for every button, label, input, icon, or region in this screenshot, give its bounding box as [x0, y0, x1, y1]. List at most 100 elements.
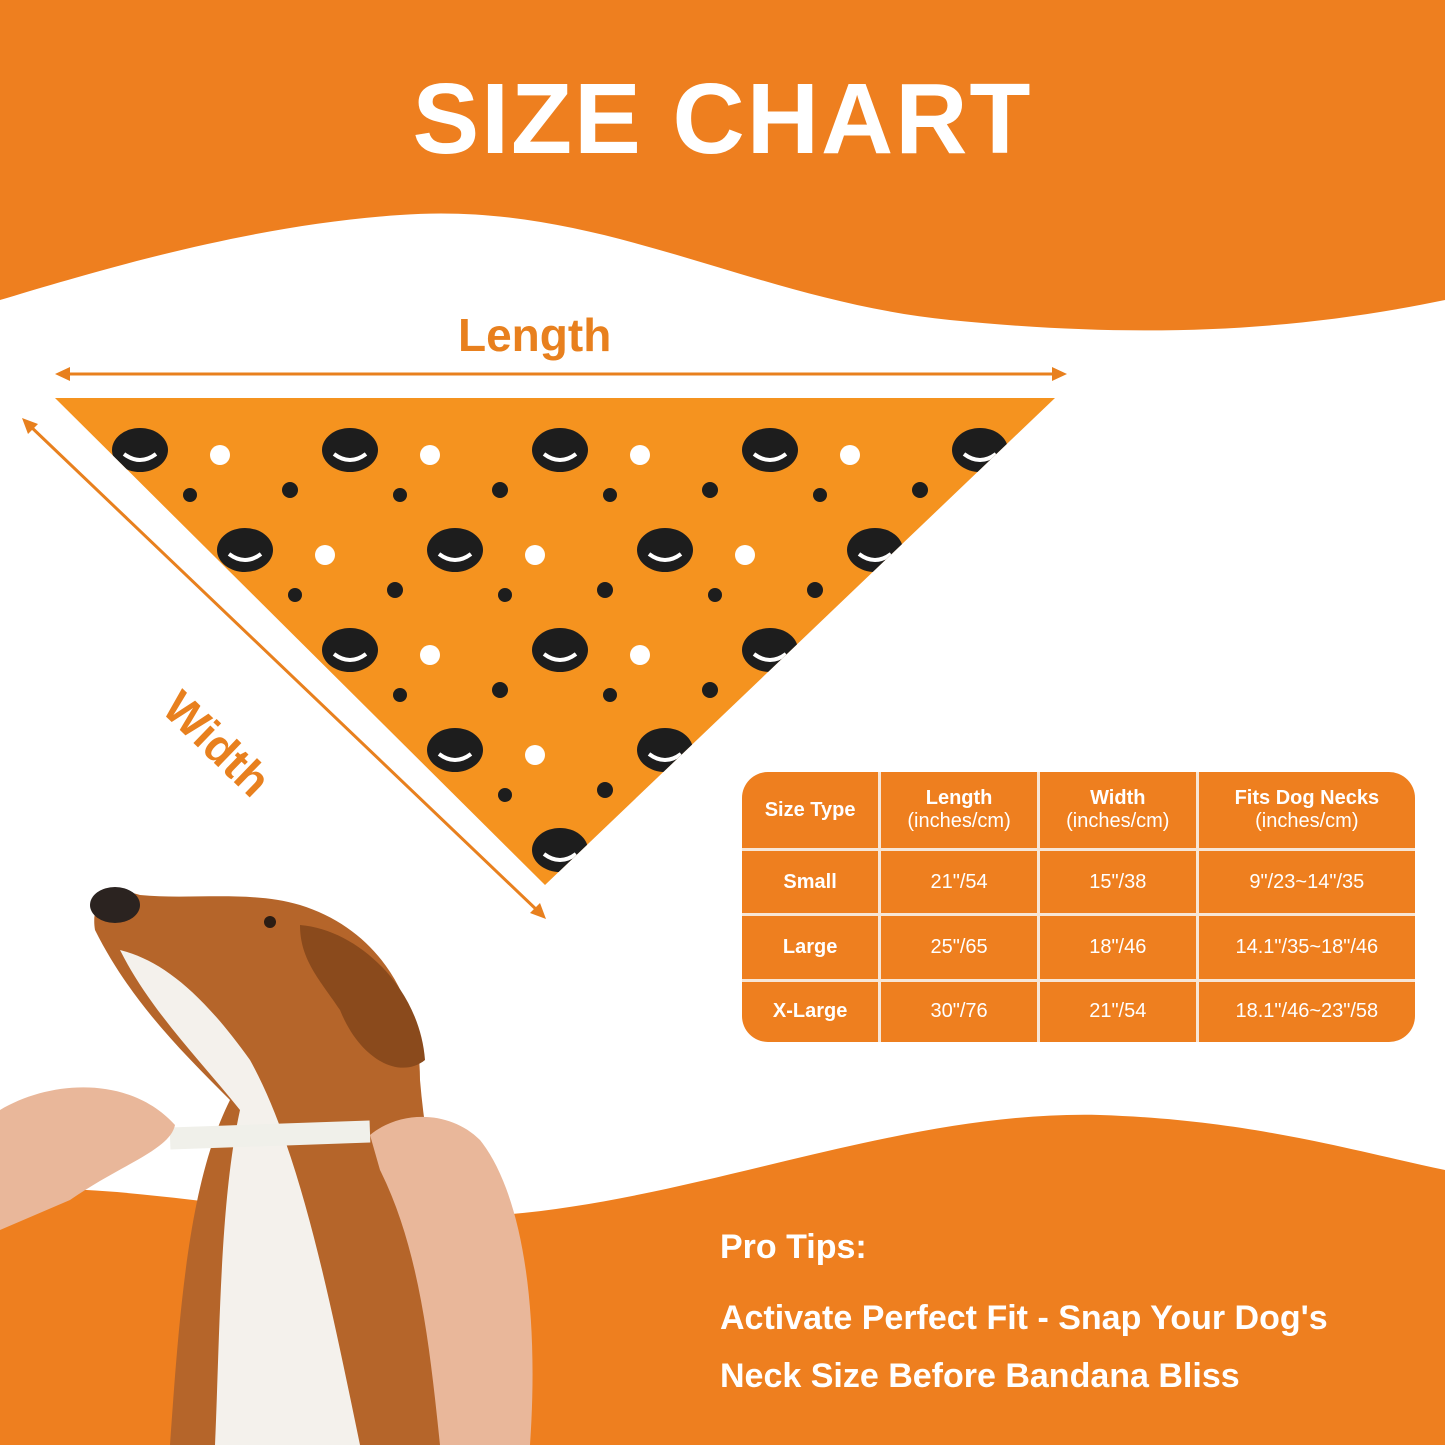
spider-icon — [1338, 588, 1352, 602]
pumpkin-icon — [847, 728, 903, 772]
tips-line: Activate Perfect Fit - Snap Your Dog's — [720, 1299, 1328, 1337]
ghost-icon — [315, 745, 335, 765]
header-title: Length — [925, 787, 993, 809]
spider-icon — [498, 588, 512, 602]
page-title: SIZE CHART — [412, 63, 1033, 175]
cat-icon — [1122, 482, 1138, 498]
cat-icon — [492, 682, 508, 698]
pumpkin-face-icon — [647, 552, 683, 562]
pumpkin-face-icon — [332, 452, 368, 462]
ghost-icon — [630, 845, 650, 865]
pumpkin-icon — [112, 628, 168, 672]
spider-icon — [288, 788, 302, 802]
ghost-icon — [1260, 645, 1280, 665]
pumpkin-icon — [217, 528, 273, 572]
spider-icon — [393, 488, 407, 502]
ghost-icon — [1365, 745, 1385, 765]
cat-icon — [702, 682, 718, 698]
pumpkin-icon — [532, 428, 588, 472]
ghost-icon — [1050, 445, 1055, 465]
cat-icon — [282, 882, 298, 885]
cell: Small — [742, 847, 882, 917]
header-unit: (inches/cm) — [1066, 810, 1170, 832]
pumpkin-icon — [1162, 428, 1218, 472]
cell: 30"/76 — [878, 978, 1040, 1042]
pumpkin-icon — [1057, 528, 1113, 572]
pumpkin-icon — [427, 528, 483, 572]
pumpkin-face-icon — [122, 452, 158, 462]
cell: X-Large — [742, 978, 882, 1042]
ghost-icon — [945, 745, 965, 765]
spider-icon — [1023, 488, 1037, 502]
ghost-icon — [210, 445, 230, 465]
table-row: Small 21"/54 15"/38 9"/23~14"/35 — [742, 847, 1415, 917]
spider-icon — [1128, 588, 1142, 602]
pumpkin-face-icon — [1069, 754, 1101, 760]
pumpkin-face-icon — [1174, 454, 1206, 460]
pumpkin-icon — [112, 828, 168, 872]
pumpkin-icon — [322, 828, 378, 872]
pumpkin-face-icon — [122, 852, 158, 862]
cat-icon — [1017, 582, 1033, 598]
pumpkin-face-icon — [332, 852, 368, 862]
pumpkin-icon — [1267, 528, 1323, 572]
pumpkin-face-icon — [227, 552, 263, 562]
pumpkin-icon — [322, 428, 378, 472]
cat-icon — [807, 582, 823, 598]
ghost-icon — [525, 545, 545, 565]
cat-icon — [1122, 682, 1138, 698]
header-title: Fits Dog Necks — [1234, 787, 1380, 809]
cat-icon — [492, 882, 508, 885]
spider-icon — [498, 788, 512, 802]
cat-icon — [177, 782, 193, 798]
cell: 25"/65 — [878, 913, 1040, 982]
header-title: Size Type — [764, 798, 856, 821]
cat-icon — [912, 682, 928, 698]
spider-icon — [183, 488, 197, 502]
ghost-icon — [840, 445, 860, 465]
pumpkin-icon — [322, 628, 378, 672]
ghost-icon — [630, 645, 650, 665]
ghost-icon — [1050, 645, 1055, 665]
header-unit: (inches/cm) — [1255, 810, 1359, 832]
length-label: Length — [458, 309, 612, 361]
ghost-icon — [420, 845, 440, 865]
pumpkin-face-icon — [542, 852, 578, 862]
cell: 21"/54 — [878, 847, 1040, 917]
cell: 18"/46 — [1036, 913, 1199, 982]
cat-icon — [702, 482, 718, 498]
header-unit: (inches/cm) — [907, 810, 1011, 832]
ghost-icon — [315, 545, 335, 565]
cat-icon — [912, 482, 928, 498]
pumpkin-icon — [1267, 728, 1323, 772]
header-neck: Fits Dog Necks (inches/cm) — [1195, 772, 1415, 851]
spider-icon — [603, 488, 617, 502]
cat-icon — [702, 882, 718, 885]
cat-icon — [177, 582, 193, 598]
cat-icon — [597, 782, 613, 798]
table-header-row: Size Type Length (inches/cm) Width (inches… — [742, 772, 1415, 851]
ghost-icon — [630, 445, 650, 465]
pumpkin-icon — [427, 728, 483, 772]
cat-icon — [72, 682, 88, 698]
pumpkin-face-icon — [1279, 554, 1311, 560]
spider-icon — [603, 888, 617, 902]
ghost-icon — [735, 745, 755, 765]
spider-icon — [393, 688, 407, 702]
cat-icon — [72, 482, 88, 498]
ghost-icon — [525, 745, 545, 765]
ghost-icon — [420, 445, 440, 465]
cat-icon — [387, 782, 403, 798]
pumpkin-face-icon — [647, 752, 683, 762]
top-orange-wave — [0, 0, 1445, 331]
table-row: Large 25"/65 18"/46 14.1"/35~18"/46 — [742, 913, 1415, 982]
spider-icon — [708, 588, 722, 602]
pumpkin-icon — [1162, 628, 1218, 672]
ghost-icon — [840, 645, 860, 665]
pumpkin-face-icon — [1279, 754, 1311, 760]
cat-icon — [492, 482, 508, 498]
cell: 9"/23~14"/35 — [1195, 847, 1415, 917]
pumpkin-face-icon — [122, 652, 158, 662]
spider-icon — [288, 588, 302, 602]
